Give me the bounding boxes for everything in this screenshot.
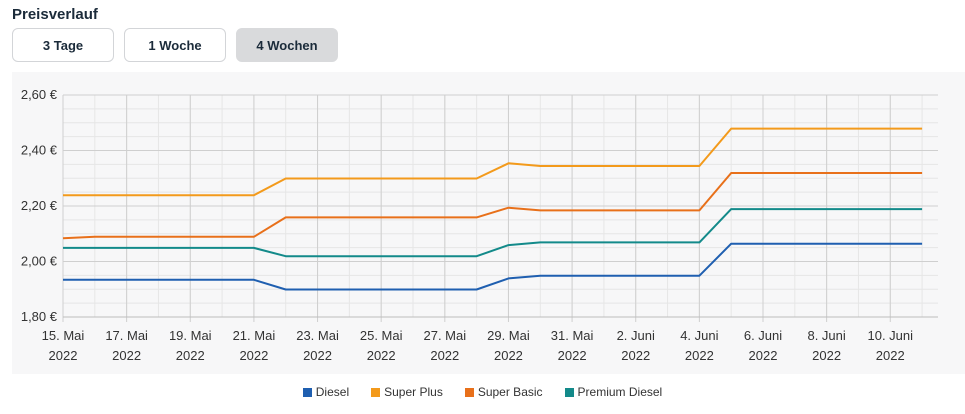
x-tick-label-year: 2022 bbox=[303, 348, 332, 363]
legend-swatch-premium-diesel bbox=[564, 387, 574, 397]
x-tick-label: 2. Juni bbox=[617, 328, 655, 343]
series-line-super-basic bbox=[62, 172, 923, 240]
legend-swatch-super-plus bbox=[371, 387, 381, 397]
x-tick-label: 23. Mai bbox=[296, 328, 339, 343]
x-tick-label: 27. Mai bbox=[423, 328, 466, 343]
legend-item-super-plus[interactable]: Super Plus bbox=[371, 385, 443, 399]
x-tick-label-year: 2022 bbox=[494, 348, 523, 363]
range-selector: 3 Tage 1 Woche 4 Wochen bbox=[12, 28, 338, 62]
x-tick-label-year: 2022 bbox=[112, 348, 141, 363]
x-tick-label: 31. Mai bbox=[551, 328, 594, 343]
y-tick-label: 2,40 € bbox=[21, 143, 58, 158]
legend-label-super-plus: Super Plus bbox=[384, 385, 443, 399]
y-tick-label: 2,60 € bbox=[21, 87, 58, 102]
legend-item-super-basic[interactable]: Super Basic bbox=[464, 385, 543, 399]
legend-label-premium-diesel: Premium Diesel bbox=[577, 385, 663, 399]
x-tick-label-year: 2022 bbox=[558, 348, 587, 363]
x-tick-label-year: 2022 bbox=[239, 348, 268, 363]
chart-area: 1,80 € 2,00 € 2,20 € 2,40 € 2,60 € 15. Mai 202… bbox=[12, 72, 965, 374]
x-tick-label-year: 2022 bbox=[749, 348, 778, 363]
y-tick-label: 1,80 € bbox=[21, 309, 58, 324]
legend-item-diesel[interactable]: Diesel bbox=[302, 385, 350, 399]
x-tick-label: 29. Mai bbox=[487, 328, 530, 343]
x-tick-label-year: 2022 bbox=[430, 348, 459, 363]
range-1-week-button[interactable]: 1 Woche bbox=[124, 28, 226, 62]
range-3-days-button[interactable]: 3 Tage bbox=[12, 28, 114, 62]
series-line-premium-diesel bbox=[63, 208, 923, 258]
chart-title: Preisverlauf bbox=[12, 6, 98, 23]
x-tick-label: 6. Juni bbox=[744, 328, 782, 343]
x-tick-label-year: 2022 bbox=[812, 348, 841, 363]
x-tick-label: 25. Mai bbox=[360, 328, 403, 343]
y-tick-label: 2,00 € bbox=[21, 254, 58, 269]
x-tick-label-year: 2022 bbox=[876, 348, 905, 363]
x-tick-label-year: 2022 bbox=[49, 348, 78, 363]
chart-legend: Diesel Super Plus Super Basic Premium Di… bbox=[0, 385, 965, 399]
range-4-weeks-button[interactable]: 4 Wochen bbox=[236, 28, 338, 62]
x-tick-label: 19. Mai bbox=[169, 328, 212, 343]
x-tick-label-year: 2022 bbox=[621, 348, 650, 363]
legend-label-super-basic: Super Basic bbox=[477, 385, 543, 399]
x-tick-label: 21. Mai bbox=[233, 328, 276, 343]
legend-item-premium-diesel[interactable]: Premium Diesel bbox=[564, 385, 663, 399]
x-tick-label: 8. Juni bbox=[807, 328, 845, 343]
series-line-diesel bbox=[63, 242, 923, 291]
series-line-super-plus bbox=[63, 127, 923, 197]
x-tick-label: 15. Mai bbox=[42, 328, 85, 343]
x-tick-label: 17. Mai bbox=[105, 328, 148, 343]
x-tick-label-year: 2022 bbox=[176, 348, 205, 363]
x-tick-label: 4. Juni bbox=[680, 328, 718, 343]
x-tick-label-year: 2022 bbox=[367, 348, 396, 363]
price-history-chart: 1,80 € 2,00 € 2,20 € 2,40 € 2,60 € 15. Mai 202… bbox=[21, 87, 938, 363]
legend-swatch-super-basic bbox=[464, 387, 474, 397]
y-tick-label: 2,20 € bbox=[21, 198, 58, 213]
x-tick-label: 10. Juni bbox=[867, 328, 913, 343]
legend-label-diesel: Diesel bbox=[315, 385, 350, 399]
x-tick-label-year: 2022 bbox=[685, 348, 714, 363]
legend-swatch-diesel bbox=[302, 387, 312, 397]
